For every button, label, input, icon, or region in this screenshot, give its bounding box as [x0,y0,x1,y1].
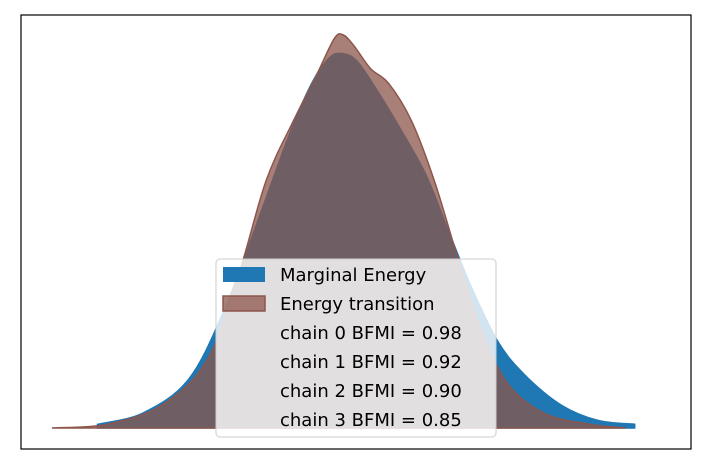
axes-frame [20,14,692,450]
legend-bfmi-chain-2: chain 2 BFMI = 0.90 [280,381,462,402]
legend-box [215,258,497,438]
legend-bfmi-chain-0: chain 0 BFMI = 0.98 [280,323,462,344]
legend: Marginal Energy Energy transition chain … [215,258,497,438]
marginal-energy-swatch [223,267,265,282]
legend-label-marginal-energy: Marginal Energy [280,265,427,286]
legend-bfmi-chain-3: chain 3 BFMI = 0.85 [280,410,462,431]
legend-bfmi-chain-1: chain 1 BFMI = 0.92 [280,352,462,373]
legend-label-energy-transition: Energy transition [280,294,435,315]
energy-transition-swatch [222,295,266,312]
